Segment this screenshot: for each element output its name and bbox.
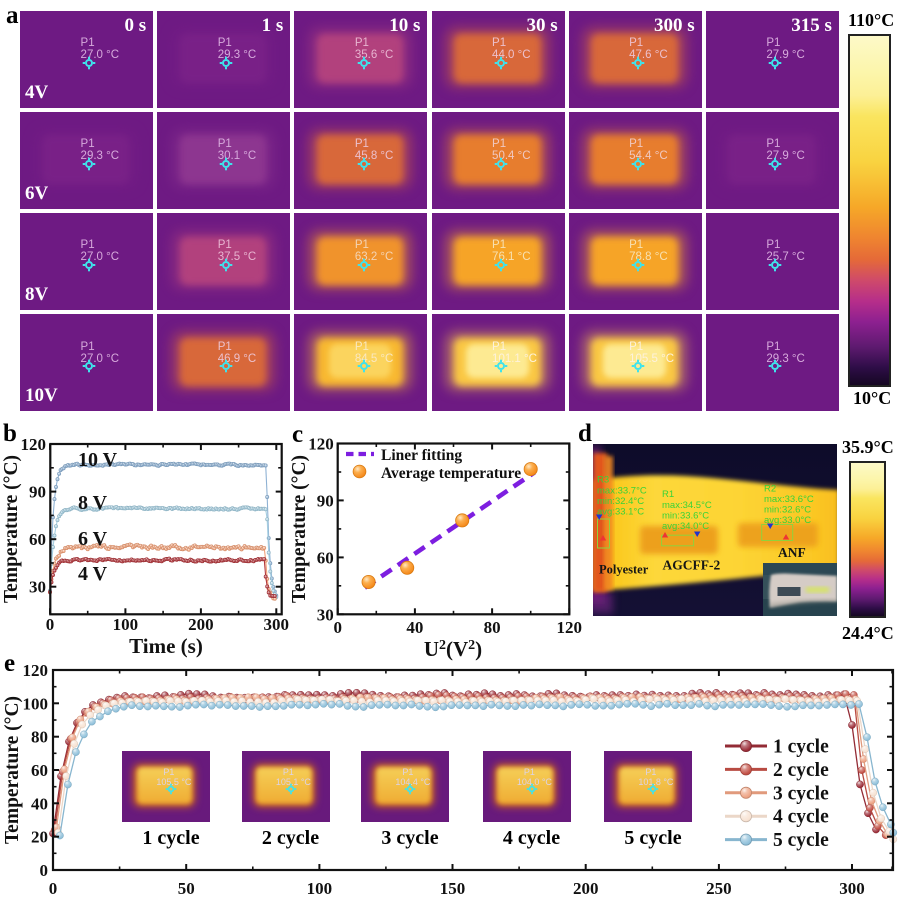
svg-text:Temperature (°C): Temperature (°C) bbox=[289, 455, 310, 603]
svg-text:30: 30 bbox=[29, 578, 46, 597]
svg-text:ANF: ANF bbox=[778, 545, 806, 560]
svg-text:90: 90 bbox=[317, 491, 334, 510]
svg-text:60: 60 bbox=[29, 530, 46, 549]
svg-text:3 cycle: 3 cycle bbox=[773, 783, 829, 804]
svg-text:2 cycle: 2 cycle bbox=[773, 760, 829, 781]
svg-text:20: 20 bbox=[31, 828, 48, 847]
svg-text:4 cycle: 4 cycle bbox=[773, 807, 829, 828]
svg-text:6 V: 6 V bbox=[78, 528, 108, 550]
svg-text:min:32.6°C: min:32.6°C bbox=[764, 504, 811, 515]
svg-text:30: 30 bbox=[317, 605, 334, 624]
svg-text:300: 300 bbox=[264, 615, 290, 634]
svg-text:150: 150 bbox=[440, 879, 466, 898]
svg-text:120: 120 bbox=[21, 435, 47, 454]
svg-text:0: 0 bbox=[49, 879, 58, 898]
svg-text:100: 100 bbox=[23, 694, 49, 713]
svg-text:R3: R3 bbox=[597, 474, 609, 485]
svg-text:1 cycle: 1 cycle bbox=[773, 737, 829, 758]
svg-text:120: 120 bbox=[557, 618, 583, 637]
svg-text:100: 100 bbox=[113, 615, 139, 634]
svg-text:avg:33.1°C: avg:33.1°C bbox=[597, 506, 644, 517]
svg-text:Temperature (°C): Temperature (°C) bbox=[2, 696, 23, 844]
svg-text:max:33.6°C: max:33.6°C bbox=[764, 494, 814, 505]
svg-text:300: 300 bbox=[839, 879, 865, 898]
svg-text:10 V: 10 V bbox=[78, 449, 118, 471]
svg-text:0: 0 bbox=[333, 618, 342, 637]
svg-text:AGCFF-2: AGCFF-2 bbox=[663, 557, 721, 572]
svg-text:100: 100 bbox=[307, 879, 333, 898]
svg-text:90: 90 bbox=[29, 483, 46, 502]
svg-text:Liner fitting: Liner fitting bbox=[381, 447, 462, 464]
svg-text:4 V: 4 V bbox=[78, 563, 108, 585]
svg-text:max:33.7°C: max:33.7°C bbox=[597, 485, 647, 496]
svg-text:120: 120 bbox=[23, 661, 49, 680]
svg-text:avg:34.0°C: avg:34.0°C bbox=[662, 521, 709, 532]
svg-text:min:33.6°C: min:33.6°C bbox=[662, 510, 709, 521]
svg-text:5 cycle: 5 cycle bbox=[773, 830, 829, 851]
svg-text:avg:33.0°C: avg:33.0°C bbox=[764, 515, 811, 526]
svg-text:Average temperature: Average temperature bbox=[381, 465, 521, 482]
svg-text:120: 120 bbox=[308, 435, 334, 454]
svg-text:40: 40 bbox=[31, 794, 48, 813]
svg-text:Temperature (°C): Temperature (°C) bbox=[1, 455, 22, 603]
svg-text:250: 250 bbox=[706, 879, 732, 898]
svg-text:U2(V2): U2(V2) bbox=[424, 637, 482, 661]
svg-text:0: 0 bbox=[46, 615, 55, 634]
svg-text:max:34.5°C: max:34.5°C bbox=[662, 500, 712, 511]
svg-text:0: 0 bbox=[40, 861, 49, 880]
svg-text:40: 40 bbox=[406, 618, 423, 637]
svg-text:60: 60 bbox=[317, 548, 334, 567]
svg-text:R2: R2 bbox=[764, 483, 776, 494]
svg-text:80: 80 bbox=[484, 618, 501, 637]
svg-text:200: 200 bbox=[573, 879, 599, 898]
svg-text:min:32.4°C: min:32.4°C bbox=[597, 496, 644, 507]
svg-text:80: 80 bbox=[31, 728, 48, 747]
svg-text:200: 200 bbox=[188, 615, 214, 634]
svg-text:R1: R1 bbox=[662, 489, 674, 500]
svg-text:8 V: 8 V bbox=[78, 492, 108, 514]
svg-text:Time (s): Time (s) bbox=[129, 634, 203, 658]
svg-text:60: 60 bbox=[31, 761, 48, 780]
svg-text:50: 50 bbox=[178, 879, 195, 898]
svg-text:Polyester: Polyester bbox=[599, 562, 649, 576]
